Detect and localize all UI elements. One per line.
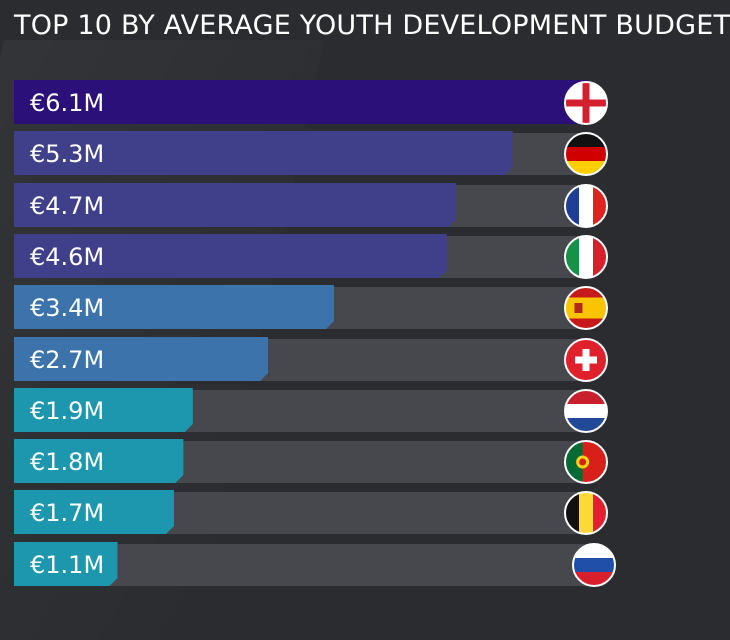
bar-england	[14, 80, 588, 124]
belgium-flag-icon	[564, 491, 608, 535]
bar-row-portugal: €1.8M	[14, 439, 608, 484]
netherlands-flag-icon	[564, 389, 608, 433]
bar-row-france: €4.7M	[14, 183, 608, 228]
switzerland-flag-icon	[564, 338, 608, 382]
bar-russia	[14, 542, 118, 586]
bar-netherlands	[14, 388, 193, 432]
bar-portugal	[14, 439, 184, 483]
bar-row-netherlands: €1.9M	[14, 388, 608, 433]
russia-flag-icon	[572, 543, 616, 587]
bar-belgium	[14, 490, 174, 534]
portugal-flag-icon	[564, 440, 608, 484]
bar-label-portugal: €1.8M	[30, 448, 104, 476]
bar-france	[14, 183, 457, 227]
bar-row-switzerland: €2.7M	[14, 337, 608, 382]
bar-label-belgium: €1.7M	[30, 499, 104, 527]
spain-flag-icon	[564, 286, 608, 330]
bar-row-russia: €1.1M	[14, 542, 616, 587]
bar-switzerland	[14, 337, 269, 381]
bar-label-italy: €4.6M	[30, 243, 104, 271]
italy-flag-icon	[564, 235, 608, 279]
france-flag-icon	[564, 184, 608, 228]
bar-label-germany: €5.3M	[30, 140, 104, 168]
bar-row-germany: €5.3M	[14, 131, 608, 176]
bar-label-england: €6.1M	[30, 89, 104, 117]
bar-row-belgium: €1.7M	[14, 490, 608, 535]
bar-label-russia: €1.1M	[30, 551, 104, 579]
bar-row-england: €6.1M	[14, 80, 608, 125]
bar-spain	[14, 285, 334, 329]
bar-italy	[14, 234, 447, 278]
bar-label-spain: €3.4M	[30, 294, 104, 322]
bar-label-netherlands: €1.9M	[30, 397, 104, 425]
bar-row-spain: €3.4M	[14, 285, 608, 330]
bar-germany	[14, 131, 513, 175]
england-flag-icon	[564, 81, 608, 125]
bar-row-italy: €4.6M	[14, 234, 608, 279]
bar-label-switzerland: €2.7M	[30, 346, 104, 374]
chart-title: TOP 10 BY AVERAGE YOUTH DEVELOPMENT BUDG…	[14, 10, 730, 41]
bar-label-france: €4.7M	[30, 192, 104, 220]
germany-flag-icon	[564, 132, 608, 176]
bar-chart: €6.1M €5.3M €4.7M €4.6M €3.4M €2.7M €1.9M €1.8M…	[14, 80, 616, 587]
